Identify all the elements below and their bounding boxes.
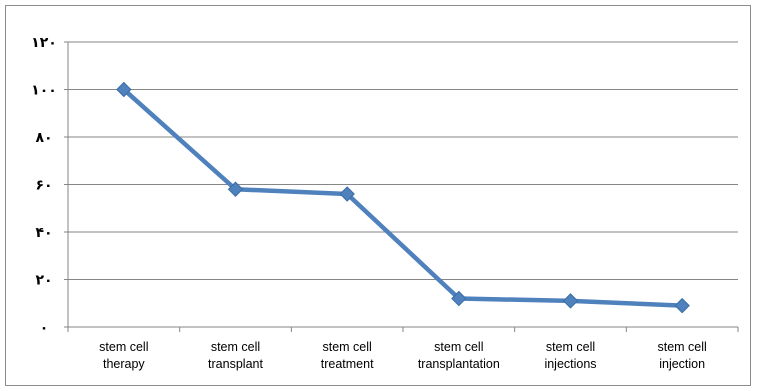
x-tick-label-line: treatment bbox=[321, 357, 374, 371]
x-tick-label-line: stem cell bbox=[99, 340, 148, 354]
x-tick-label-line: injections bbox=[544, 357, 596, 371]
y-tick-label: ۸۰ bbox=[35, 130, 52, 146]
x-tick-label: stem cell transplantation bbox=[418, 340, 500, 371]
data-point-marker bbox=[227, 181, 244, 197]
y-axis-tick-labels: ۰ ۲۰ ۴۰ ۶۰ ۸۰ ۱۰۰ ۱۲۰ bbox=[31, 35, 57, 336]
x-tick-label-line: transplant bbox=[208, 357, 263, 371]
x-tick-label-line: injection bbox=[659, 357, 705, 371]
x-tick-label: stem cell therapy bbox=[99, 340, 148, 371]
axes bbox=[64, 41, 739, 332]
data-point-marker bbox=[116, 81, 132, 98]
y-tick-label: ۱۰۰ bbox=[31, 83, 57, 99]
x-tick-label-line: stem cell bbox=[434, 340, 483, 354]
data-point-marker bbox=[339, 186, 355, 202]
y-tick-label: ۱۲۰ bbox=[31, 35, 57, 51]
x-tick-label-line: stem cell bbox=[546, 340, 595, 354]
x-tick-label: stem cell treatment bbox=[321, 340, 374, 371]
y-tick-label: ۴۰ bbox=[35, 225, 52, 241]
x-tick-label-line: therapy bbox=[103, 357, 145, 371]
x-tick-label-line: stem cell bbox=[658, 340, 707, 354]
series-line bbox=[121, 87, 685, 308]
x-tick-label-line: stem cell bbox=[211, 340, 260, 354]
gridlines bbox=[68, 41, 738, 280]
data-point-marker bbox=[451, 290, 467, 307]
x-tick-label: stem cell injections bbox=[544, 340, 596, 371]
data-point-marker bbox=[562, 293, 579, 309]
x-tick-label: stem cell transplant bbox=[208, 340, 263, 371]
y-tick-label: ۰ bbox=[40, 320, 49, 336]
data-point-marker bbox=[674, 297, 690, 314]
series bbox=[116, 81, 690, 314]
y-tick-label: ۶۰ bbox=[35, 178, 52, 194]
chart-frame bbox=[5, 5, 751, 386]
x-tick-label-line: stem cell bbox=[323, 340, 372, 354]
x-tick-label: stem cell injection bbox=[658, 340, 707, 371]
x-tick-label-line: transplantation bbox=[418, 357, 500, 371]
y-tick-label: ۲۰ bbox=[35, 273, 52, 289]
